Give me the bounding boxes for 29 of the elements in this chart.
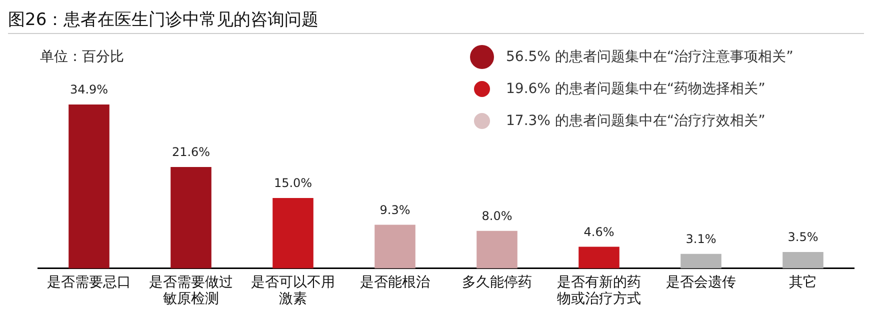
bar	[476, 230, 518, 268]
data-label: 9.3%	[380, 202, 410, 217]
data-label: 3.5%	[788, 230, 818, 244]
data-label: 21.6%	[172, 145, 210, 160]
data-label: 15.0%	[274, 176, 312, 190]
data-label: 8.0%	[482, 208, 512, 223]
x-tick-label: 是否可以不用激素	[251, 274, 335, 308]
bar	[170, 166, 212, 268]
x-tick-label: 是否有新的药物或治疗方式	[557, 274, 641, 308]
data-label: 4.6%	[584, 224, 614, 239]
x-tick-label: 其它	[789, 274, 817, 290]
x-tick-label: 是否需要做过敏原检测	[149, 274, 233, 308]
x-tick-label: 是否需要忌口	[47, 274, 131, 290]
bar	[782, 252, 824, 268]
annotation: 17.3% 的患者问题集中在“治疗疗效相关”	[506, 112, 766, 130]
bar	[374, 224, 416, 268]
bar	[68, 104, 110, 268]
x-tick-label: 多久能停药	[462, 274, 532, 290]
data-label: 34.9%	[70, 82, 108, 97]
bar	[680, 254, 722, 268]
text: 单位：百分比	[40, 48, 124, 66]
text: 19.6% 的患者问题集中在“药物选择相关”	[506, 80, 766, 98]
data-label: 3.1%	[686, 232, 716, 246]
bar	[272, 198, 314, 268]
x-tick-label: 是否能根治	[360, 274, 430, 290]
text: 56.5% 的患者问题集中在“治疗注意事项相关”	[506, 48, 794, 66]
x-tick-label: 是否会遗传	[666, 274, 736, 290]
bar	[578, 246, 620, 268]
chart-title: 图26：患者在医生门诊中常见的咨询问题	[8, 8, 864, 34]
